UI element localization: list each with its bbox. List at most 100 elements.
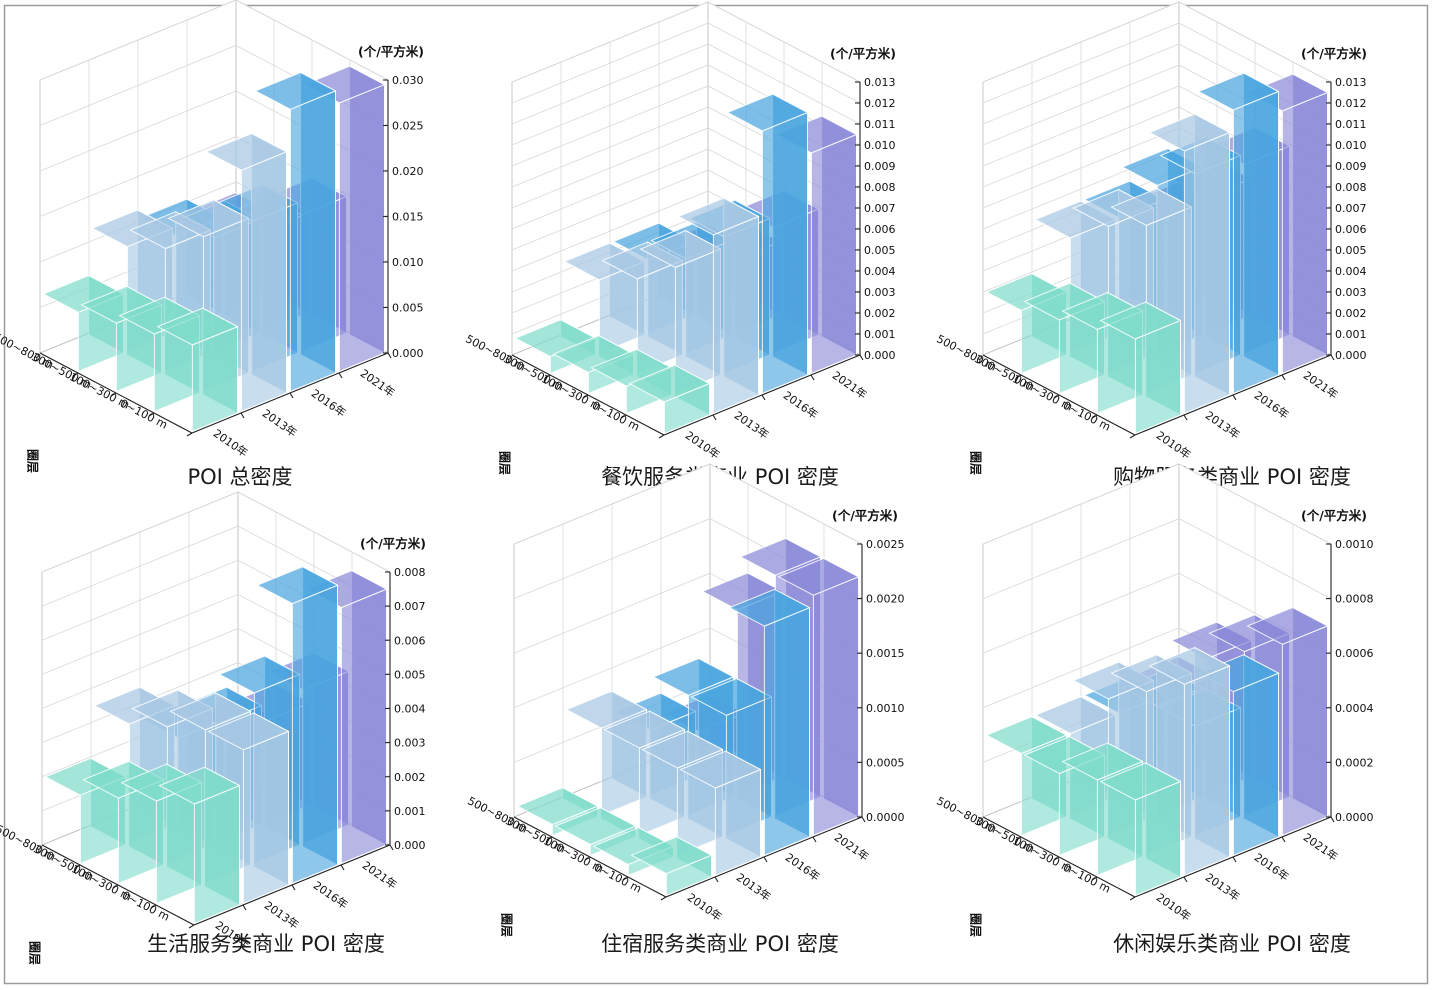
bar-top — [554, 807, 637, 846]
tick — [112, 884, 119, 889]
bar-0-3 — [1246, 73, 1329, 375]
tick — [1232, 856, 1237, 863]
bar-top — [256, 566, 339, 605]
gridline — [511, 64, 861, 146]
tick — [1330, 816, 1335, 823]
tick-label: 0.000 — [394, 839, 426, 852]
chart-panel-4: 0.000 0.001 0.002 0.003 0.004 0.005 0.006 0.007… — [0, 491, 426, 965]
panel-title: 生活服务类商业 POI 密度 — [147, 932, 385, 956]
bar-0-3 — [775, 115, 858, 375]
tick — [1129, 434, 1136, 439]
bar-front — [338, 83, 385, 373]
tick-label: 0.006 — [1335, 223, 1367, 236]
bar-top — [641, 730, 724, 769]
ring-axis-title: 圈层 — [25, 449, 40, 473]
tick-label: 0.000 — [1335, 349, 1367, 362]
bar-top — [652, 657, 735, 696]
tick-label: 0.003 — [864, 286, 896, 299]
tick-label: 0.004 — [394, 703, 426, 716]
bar-0-2 — [256, 565, 339, 885]
tick-label: 0.012 — [1335, 97, 1367, 110]
tick — [712, 414, 717, 421]
tick-label: 0.006 — [394, 634, 426, 647]
unit-label: (个/平方米) — [360, 536, 426, 551]
gridline — [511, 106, 861, 188]
bar-top — [207, 712, 290, 751]
gridline — [513, 463, 863, 545]
unit-label: (个/平方米) — [832, 508, 898, 523]
bar-0-3 — [777, 557, 860, 837]
unit-label: (个/平方米) — [1301, 508, 1367, 523]
gridline — [39, 90, 389, 172]
tick — [1281, 836, 1286, 843]
tick — [861, 816, 866, 823]
bar-top — [167, 199, 250, 238]
tick-label: 0.013 — [1335, 76, 1367, 89]
axes — [41, 571, 394, 929]
bar-0-2 — [1197, 72, 1280, 395]
tick-label: 0.005 — [394, 668, 426, 681]
tick-label: 0.001 — [864, 328, 896, 341]
axes — [39, 79, 392, 437]
tick-label: 0.001 — [1335, 328, 1367, 341]
tick — [186, 432, 193, 437]
tick — [340, 864, 345, 871]
tick-label: 0.012 — [864, 97, 896, 110]
tick — [188, 924, 195, 929]
tick — [1053, 856, 1060, 861]
bar-front — [340, 588, 387, 865]
bar-0-2 — [254, 71, 337, 393]
tick-label: 0.0002 — [1335, 756, 1374, 769]
gridline — [511, 43, 861, 125]
bar-front — [1232, 672, 1279, 857]
panel-title: 住宿服务类商业 POI 密度 — [601, 932, 839, 956]
tick-label: 0.010 — [1335, 139, 1367, 152]
tick-label: 0.002 — [394, 771, 426, 784]
tick — [387, 352, 392, 359]
bar-0-0 — [1099, 301, 1182, 435]
tick — [1330, 354, 1335, 361]
tick — [584, 856, 591, 861]
chart-panel-2: 0.000 0.001 0.002 0.003 0.004 0.005 0.006 0.007… — [463, 1, 896, 489]
gridline — [982, 85, 1332, 167]
tick-label: 0.003 — [1335, 286, 1367, 299]
bar-top — [739, 537, 822, 576]
bar-0-3 — [303, 65, 386, 373]
tick-label: 0.0008 — [1335, 593, 1374, 606]
tick — [1183, 414, 1188, 421]
ring-axis-title: 圈层 — [27, 941, 42, 965]
panel-title: 休闲娱乐类商业 POI 密度 — [1113, 932, 1351, 956]
tick-label: 0.009 — [1335, 160, 1367, 173]
bar-top — [516, 787, 599, 826]
tick-label: 0.0005 — [866, 756, 905, 769]
tick-label: 0.002 — [1335, 307, 1367, 320]
tick-label: 0.005 — [392, 302, 424, 315]
tick-label: 0.030 — [392, 74, 424, 87]
gridline — [982, 463, 1332, 545]
bar-front — [1281, 91, 1328, 375]
gridline — [39, 0, 389, 81]
bar-top — [1197, 72, 1280, 111]
bar-front — [291, 584, 338, 885]
bar-0-1 — [205, 132, 288, 413]
tick — [72, 372, 79, 377]
tick — [1129, 896, 1136, 901]
tick-label: 0.0006 — [1335, 647, 1374, 660]
gridline — [511, 1, 861, 83]
bar-0-1 — [1148, 646, 1231, 877]
bar-front — [1134, 780, 1181, 897]
tick — [761, 394, 766, 401]
bar-front — [1183, 665, 1230, 877]
tick-label: 0.0020 — [866, 593, 905, 606]
tick — [110, 392, 117, 397]
bar-3-0 — [985, 272, 1068, 375]
tick-label: 0.000 — [392, 347, 424, 360]
bar-top — [254, 71, 337, 110]
gridline — [41, 491, 391, 573]
unit-label: (个/平方米) — [1301, 46, 1367, 61]
bar-0-0 — [156, 307, 239, 433]
axes — [511, 81, 864, 439]
gridline — [41, 593, 391, 675]
bar-top — [677, 197, 760, 236]
